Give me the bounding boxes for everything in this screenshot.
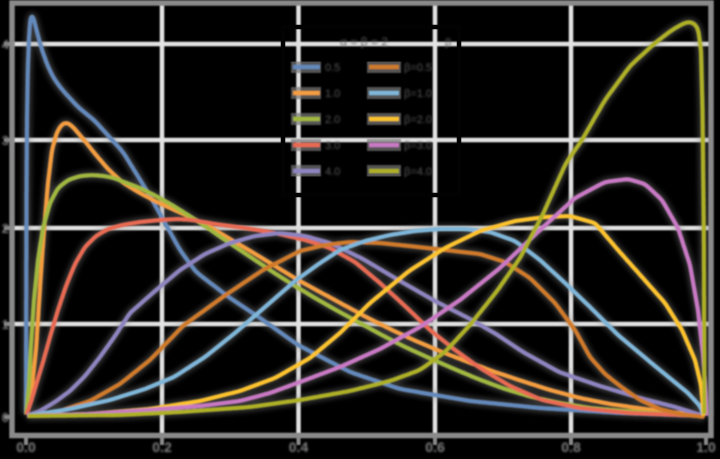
svg-text:3: 3 (2, 133, 9, 148)
svg-text:β=1.0: β=1.0 (404, 88, 432, 100)
svg-text:0.5: 0.5 (325, 62, 340, 74)
svg-text:1.0: 1.0 (325, 88, 340, 100)
svg-text:β=2.0: β=2.0 (404, 114, 432, 126)
svg-text:β: β (445, 37, 451, 49)
svg-text:β=3.0: β=3.0 (404, 140, 432, 152)
svg-text:β=0.5: β=0.5 (404, 62, 432, 74)
svg-text:0.8: 0.8 (561, 439, 581, 455)
svg-text:0.0: 0.0 (16, 439, 36, 455)
svg-text:0: 0 (2, 410, 9, 425)
svg-text:0.2: 0.2 (152, 439, 172, 455)
svg-text:β=4.0: β=4.0 (404, 166, 432, 178)
svg-text:4.0: 4.0 (325, 166, 340, 178)
svg-text:4: 4 (2, 37, 10, 52)
svg-text:0.4: 0.4 (289, 439, 309, 455)
svg-text:1: 1 (2, 317, 9, 332)
svg-text:2.0: 2.0 (325, 114, 340, 126)
svg-text:0.6: 0.6 (425, 439, 445, 455)
svg-text:α = β = 2: α = β = 2 (340, 35, 388, 49)
svg-text:2: 2 (2, 221, 9, 236)
svg-text:3.0: 3.0 (325, 140, 340, 152)
svg-text:1.0: 1.0 (696, 439, 716, 455)
